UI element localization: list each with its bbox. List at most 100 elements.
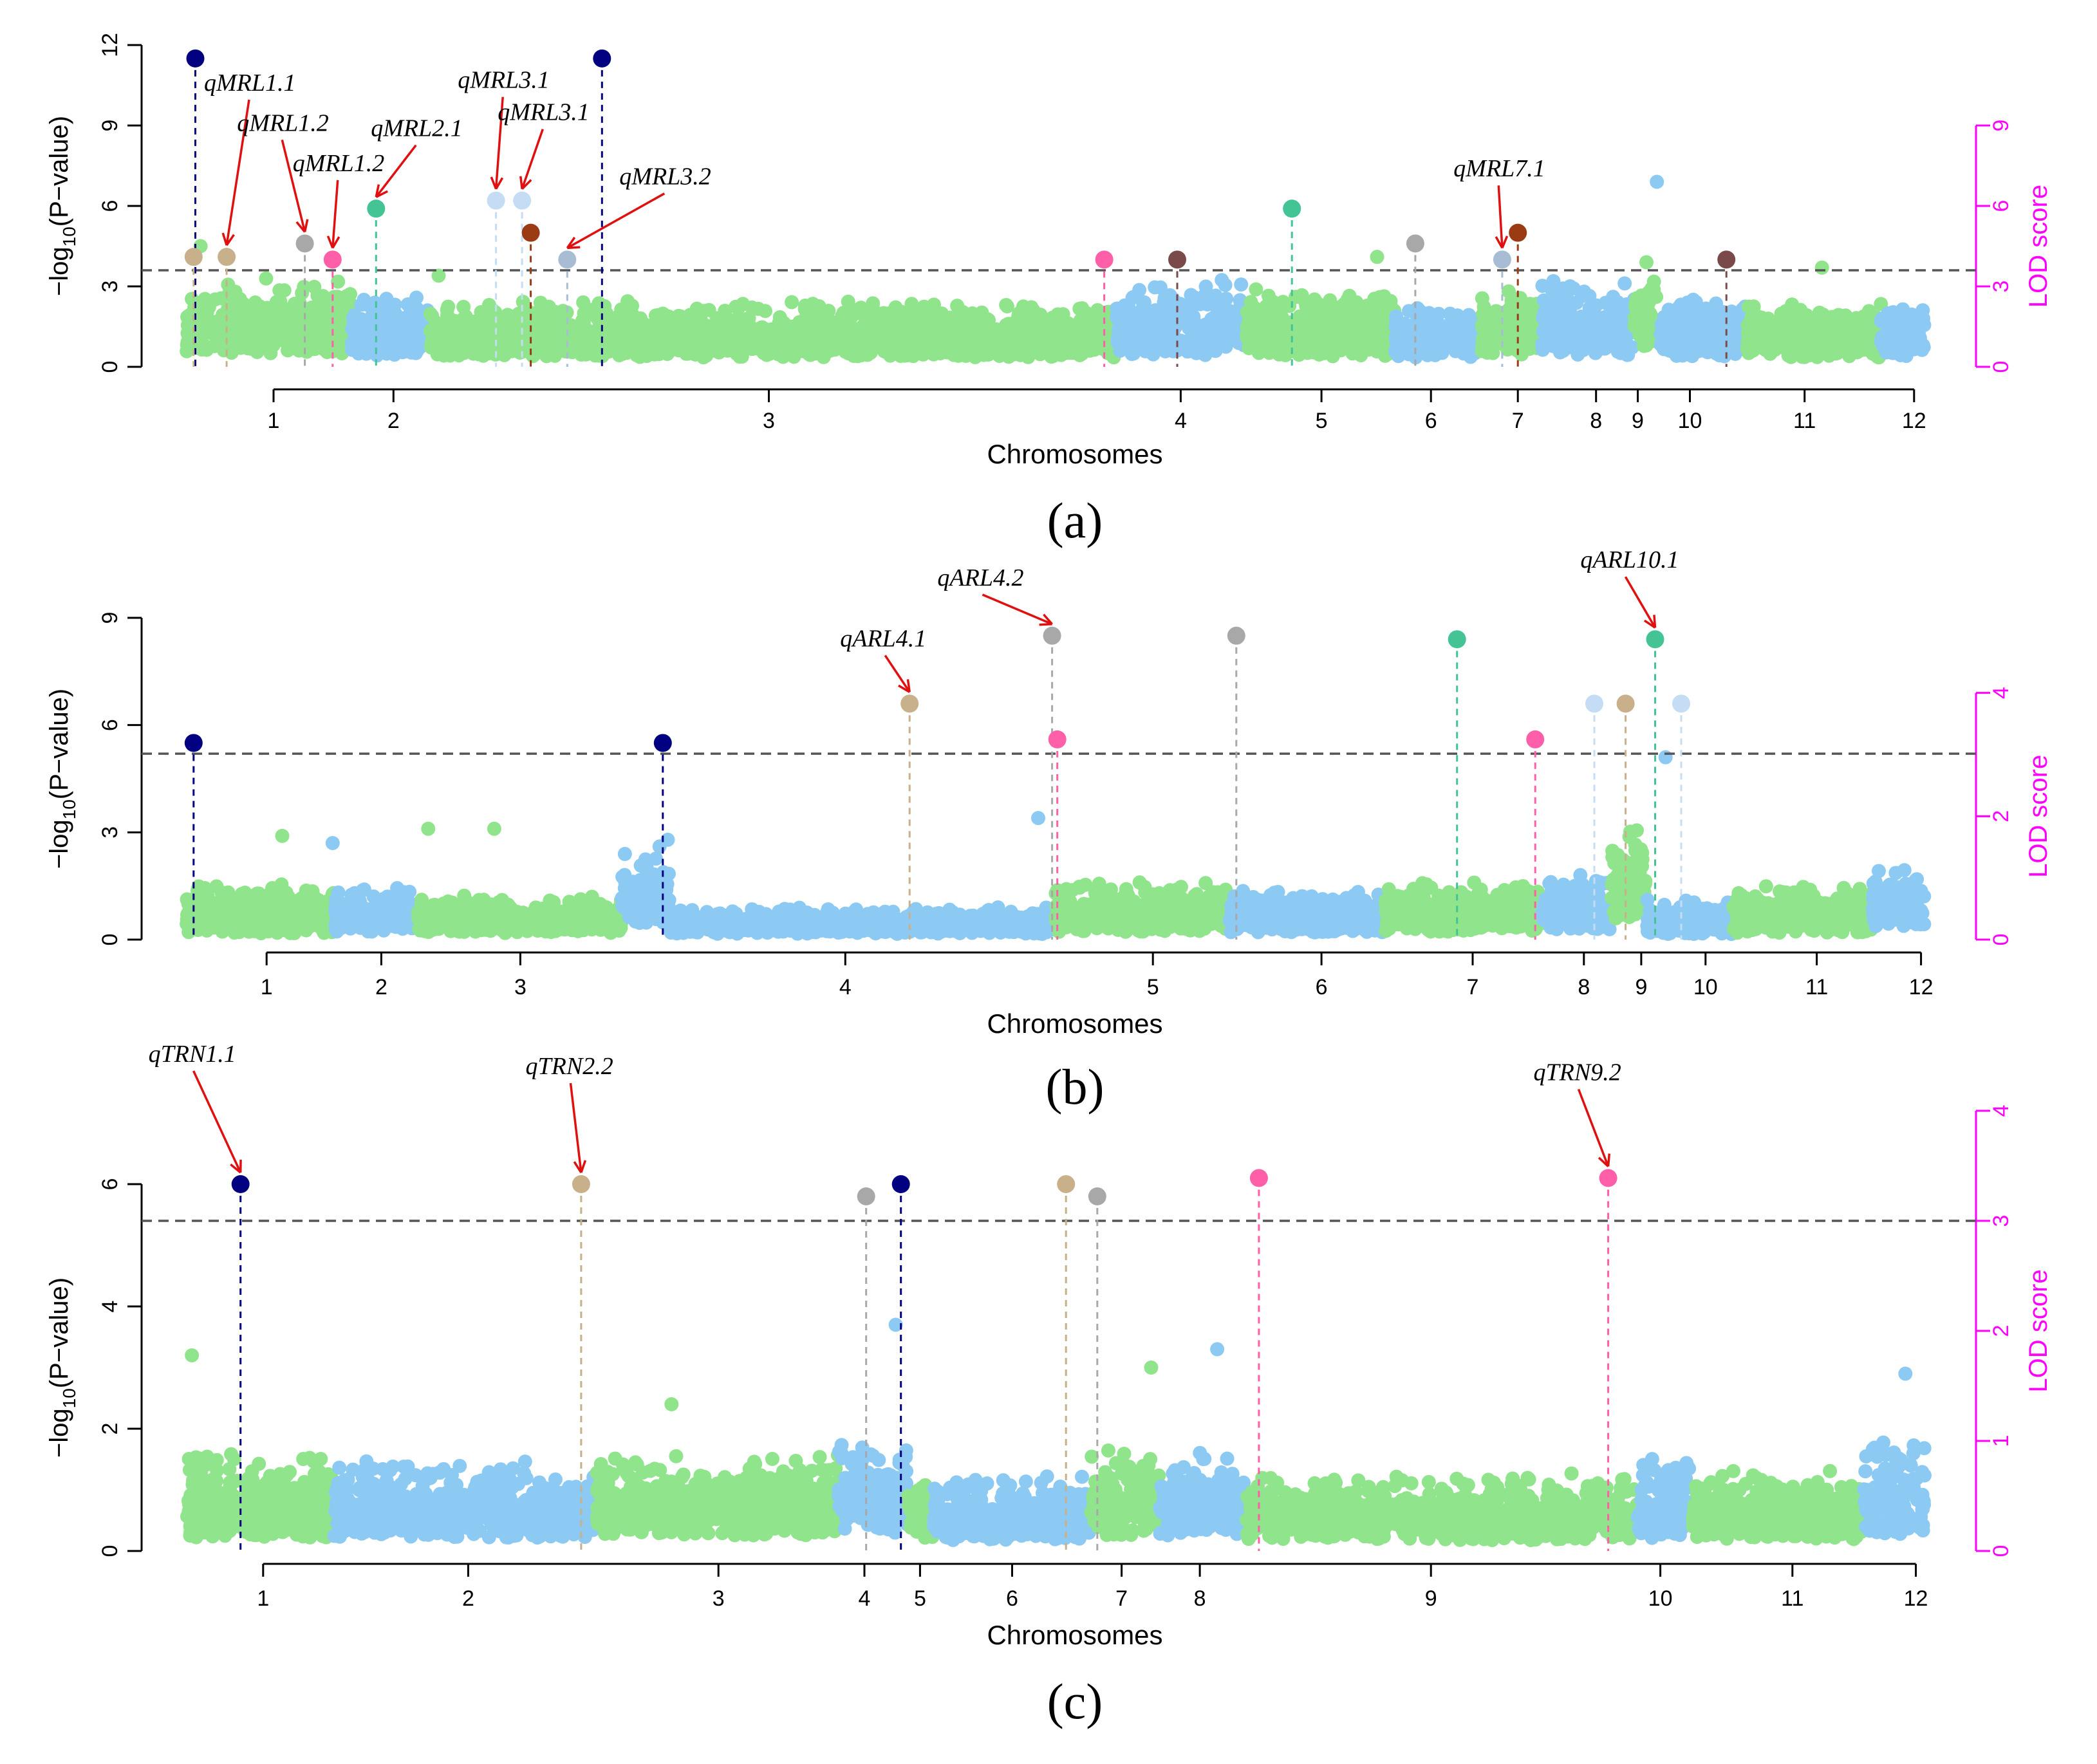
peak-point: [184, 248, 203, 266]
snp-point: [463, 328, 478, 343]
peak-point: [513, 191, 532, 210]
snp-point: [974, 326, 989, 341]
snp-point: [1278, 322, 1292, 337]
lod-tick-label: 0: [1989, 934, 2013, 946]
snp-point: [689, 301, 704, 316]
peak-point: [1095, 250, 1114, 269]
peak-point: [323, 250, 342, 269]
chromosome-tick-label: 6: [1425, 409, 1437, 433]
snp-point: [1598, 295, 1613, 310]
snp-point: [1804, 326, 1819, 340]
snp-point: [1309, 306, 1323, 321]
snp-point: [227, 313, 242, 328]
snp-point: [859, 333, 873, 348]
snp-point: [729, 299, 743, 314]
chromosome-tick-label: 1: [268, 409, 280, 433]
snp-point: [860, 317, 875, 332]
snp-point: [1088, 310, 1103, 325]
snp-point: [1448, 344, 1463, 358]
snp-point: [1197, 320, 1211, 335]
snp-point: [1132, 283, 1147, 297]
snp-point: [1596, 316, 1610, 331]
snp-point: [1535, 337, 1550, 351]
y-tick-label: 12: [98, 33, 122, 57]
snp-point: [227, 286, 241, 301]
snp-point: [532, 306, 547, 320]
snp-point: [574, 320, 589, 335]
snp-point: [1552, 338, 1567, 353]
snp-point: [1249, 320, 1264, 335]
snp-point: [1861, 318, 1876, 333]
snp-point: [937, 326, 951, 341]
snp-point: [619, 317, 633, 332]
snp-point: [440, 325, 455, 340]
chromosome-tick-label: 12: [1902, 409, 1926, 433]
snp-point: [303, 918, 318, 933]
snp-point: [1576, 337, 1590, 352]
snp-point: [1344, 326, 1359, 340]
snp-point: [1270, 304, 1285, 319]
chromosome-tick-label: 2: [387, 409, 400, 433]
chromosome-tick-label: 11: [1793, 409, 1816, 433]
snp-point: [1775, 313, 1789, 328]
qtl-label: qMRL1.2: [293, 150, 385, 177]
snp-point: [897, 348, 912, 363]
snp-point: [490, 312, 505, 327]
snp-point: [360, 920, 375, 935]
snp-point: [287, 925, 302, 940]
snp-point: [1787, 319, 1802, 334]
snp-point: [1662, 343, 1677, 358]
snp-point: [1418, 326, 1433, 341]
snp-point: [1554, 325, 1569, 340]
snp-point: [251, 886, 266, 901]
chromosome-tick-label: 8: [1590, 409, 1602, 433]
snp-point: [789, 331, 804, 346]
snp-point: [655, 306, 670, 321]
lod-tick-label: 9: [1989, 120, 2013, 132]
snp-point: [1251, 346, 1266, 360]
snp-point: [1475, 291, 1489, 306]
snp-point: [1306, 294, 1321, 309]
qtl-label: qMRL1.1: [204, 70, 296, 97]
snp-point: [334, 911, 349, 926]
snp-point: [1364, 325, 1379, 340]
snp-point: [1370, 250, 1384, 265]
chromosome-tick-label: 9: [1632, 409, 1644, 433]
snp-point: [866, 296, 881, 311]
snp-point: [1571, 313, 1586, 328]
snp-point: [1392, 317, 1407, 331]
y-axis-label-sub: 10: [59, 227, 79, 246]
y-tick-label: 9: [98, 612, 122, 624]
snp-point: [474, 317, 489, 331]
snp-point: [1211, 334, 1226, 349]
snp-point: [1563, 279, 1578, 293]
snp-point: [331, 274, 346, 289]
y-tick-label: 6: [98, 200, 122, 212]
snp-point: [1687, 341, 1702, 356]
snp-point: [816, 349, 831, 364]
snp-point: [752, 322, 767, 337]
snp-point: [1095, 324, 1110, 339]
snp-point: [1405, 330, 1420, 344]
snp-point: [1681, 316, 1696, 331]
snp-point: [1249, 282, 1263, 297]
snp-point: [707, 327, 722, 342]
snp-point: [1475, 317, 1489, 332]
snp-point: [530, 342, 545, 357]
snp-point: [1675, 329, 1690, 344]
snp-point: [570, 343, 585, 358]
snp-point: [1582, 301, 1597, 315]
peak-point: [1509, 223, 1527, 242]
snp-point: [1070, 341, 1085, 356]
lod-tick-label: 4: [1989, 687, 2013, 699]
snp-point: [1377, 289, 1392, 304]
snp-point: [297, 279, 312, 294]
snp-point: [259, 271, 274, 286]
snp-point: [1907, 326, 1922, 340]
snp-point: [854, 348, 869, 362]
snp-point: [1245, 306, 1260, 321]
qtl-label: qMRL2.1: [371, 115, 463, 142]
snp-point: [911, 303, 926, 318]
snp-point: [1136, 334, 1151, 349]
snp-point: [300, 893, 315, 907]
